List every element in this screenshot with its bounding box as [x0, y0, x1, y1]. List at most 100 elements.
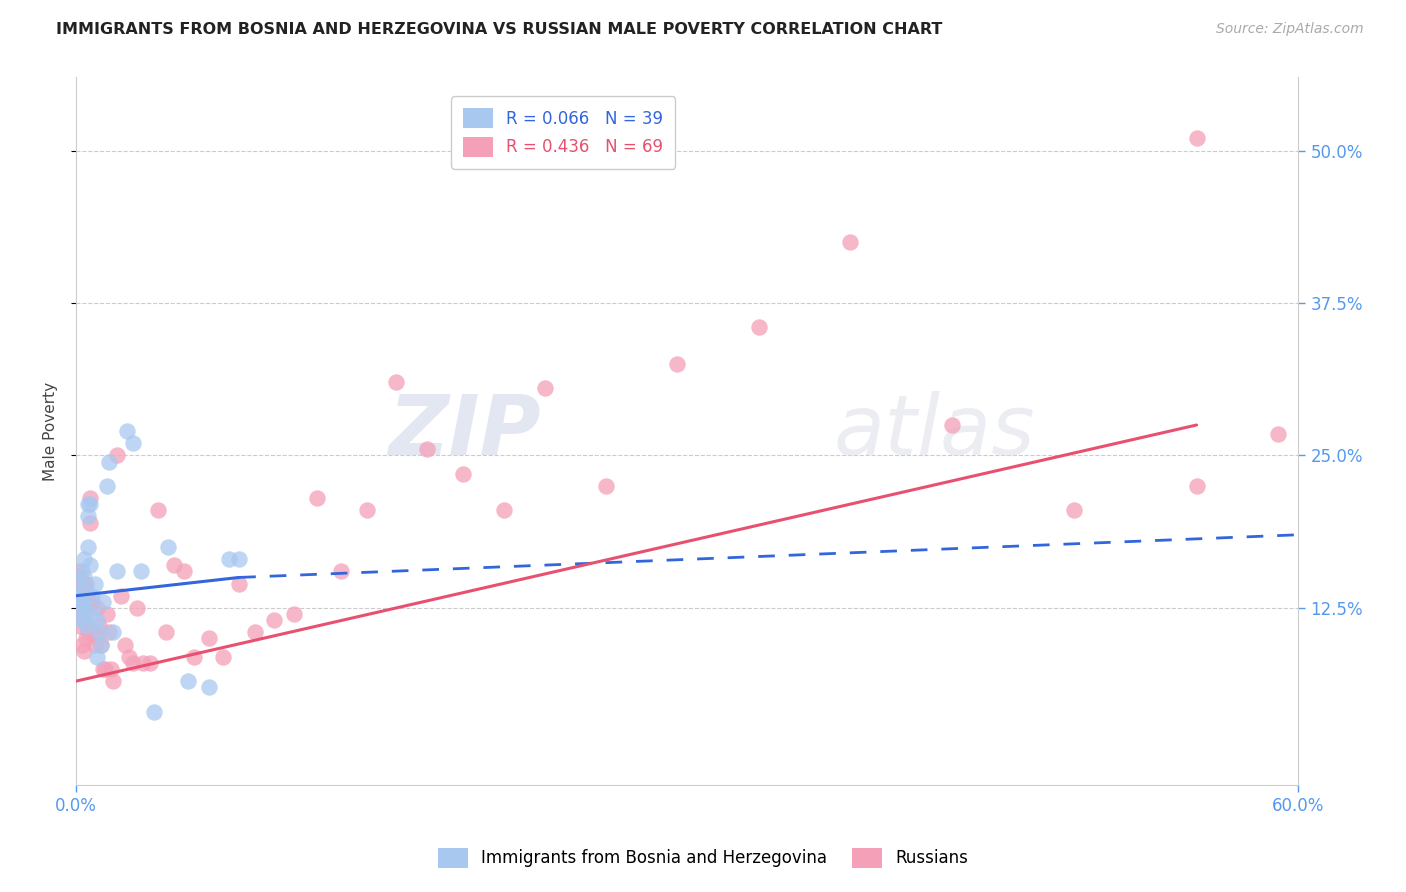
Point [183, 649, 205, 664]
Point [492, 503, 515, 517]
Point [73, 576, 96, 591]
Point [105, 565, 128, 579]
Point [77, 509, 100, 524]
Point [595, 479, 617, 493]
Point [69, 595, 91, 609]
Point [146, 503, 169, 517]
Point [110, 589, 132, 603]
Point [122, 436, 145, 450]
Point [67, 576, 90, 591]
Point [115, 424, 138, 438]
Point [73, 613, 96, 627]
Point [90, 638, 112, 652]
Point [73, 552, 96, 566]
Point [77, 595, 100, 609]
Point [131, 565, 153, 579]
Point [211, 649, 233, 664]
Text: atlas: atlas [834, 391, 1036, 472]
Point [155, 625, 177, 640]
Point [82, 625, 104, 640]
Point [96, 479, 118, 493]
Text: ZIP: ZIP [388, 391, 541, 472]
Point [73, 601, 96, 615]
Point [75, 619, 97, 633]
Point [82, 589, 104, 603]
Point [86, 601, 108, 615]
Point [91, 595, 114, 609]
Point [1185, 131, 1208, 145]
Point [67, 607, 90, 621]
Point [75, 601, 97, 615]
Point [228, 552, 250, 566]
Point [451, 467, 474, 481]
Point [79, 491, 101, 505]
Point [72, 638, 94, 652]
Point [197, 632, 219, 646]
Point [91, 662, 114, 676]
Point [283, 607, 305, 621]
Point [1063, 503, 1085, 517]
Point [72, 607, 94, 621]
Point [97, 454, 120, 468]
Point [305, 491, 328, 505]
Point [1267, 426, 1289, 441]
Point [86, 632, 108, 646]
Point [122, 656, 145, 670]
Point [245, 625, 267, 640]
Text: IMMIGRANTS FROM BOSNIA AND HERZEGOVINA VS RUSSIAN MALE POVERTY CORRELATION CHART: IMMIGRANTS FROM BOSNIA AND HERZEGOVINA V… [56, 22, 942, 37]
Point [228, 576, 250, 591]
Point [67, 582, 90, 597]
Point [72, 613, 94, 627]
Point [86, 649, 108, 664]
Point [79, 558, 101, 573]
Point [69, 607, 91, 621]
Point [1185, 479, 1208, 493]
Point [142, 705, 165, 719]
Point [105, 449, 128, 463]
Point [100, 662, 122, 676]
Point [86, 613, 108, 627]
Point [69, 570, 91, 584]
Point [127, 601, 149, 615]
Point [101, 625, 124, 640]
Point [72, 565, 94, 579]
Legend: Immigrants from Bosnia and Herzegovina, Russians: Immigrants from Bosnia and Herzegovina, … [432, 841, 974, 875]
Point [177, 674, 200, 689]
Point [90, 638, 112, 652]
Point [69, 595, 91, 609]
Point [67, 565, 90, 579]
Point [75, 632, 97, 646]
Text: Source: ZipAtlas.com: Source: ZipAtlas.com [1216, 22, 1364, 37]
Legend: R = 0.066   N = 39, R = 0.436   N = 69: R = 0.066 N = 39, R = 0.436 N = 69 [451, 96, 675, 169]
Point [72, 595, 94, 609]
Point [96, 607, 118, 621]
Point [156, 540, 179, 554]
Point [75, 576, 97, 591]
Point [97, 625, 120, 640]
Point [79, 516, 101, 530]
Point [138, 656, 160, 670]
Point [263, 613, 285, 627]
Point [72, 582, 94, 597]
Point [748, 320, 770, 334]
Point [83, 576, 105, 591]
Point [118, 649, 141, 664]
Point [77, 625, 100, 640]
Point [114, 638, 136, 652]
Point [73, 643, 96, 657]
Point [197, 680, 219, 694]
Point [101, 674, 124, 689]
Y-axis label: Male Poverty: Male Poverty [44, 382, 58, 481]
Point [533, 381, 555, 395]
Point [666, 357, 689, 371]
Point [82, 607, 104, 621]
Point [69, 619, 91, 633]
Point [385, 376, 408, 390]
Point [839, 235, 862, 249]
Point [93, 662, 115, 676]
Point [415, 442, 437, 457]
Point [83, 638, 105, 652]
Point [79, 497, 101, 511]
Point [75, 601, 97, 615]
Point [73, 595, 96, 609]
